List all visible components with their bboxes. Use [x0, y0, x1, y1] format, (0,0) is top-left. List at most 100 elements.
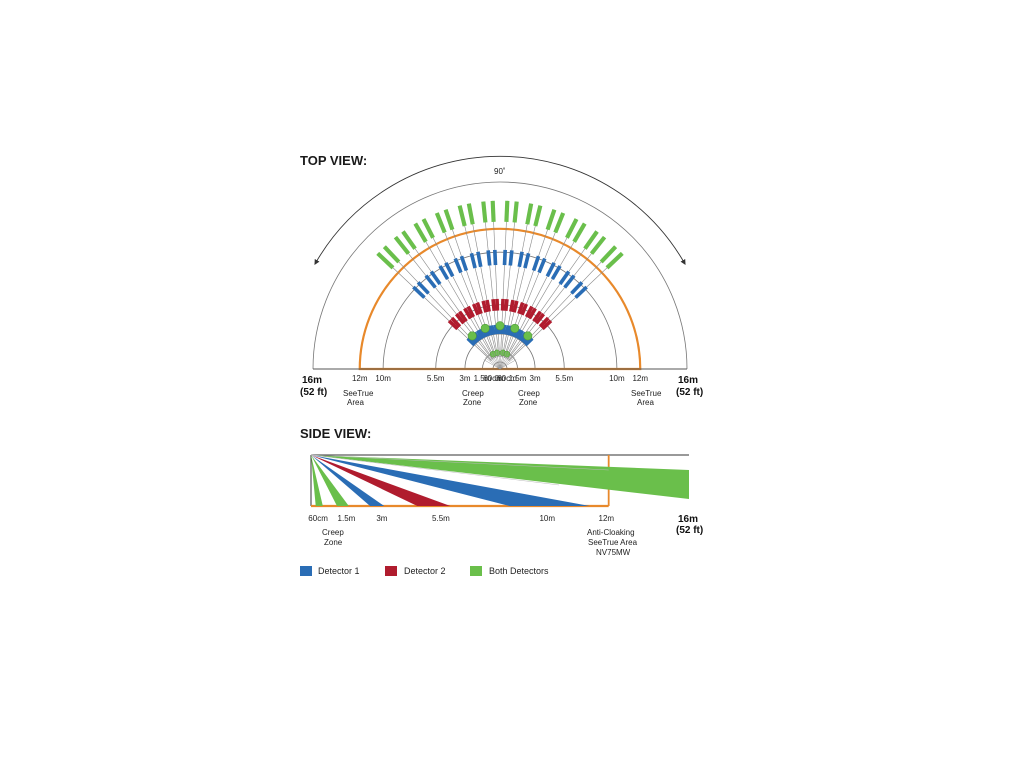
creep-left-line2: Zone [463, 398, 482, 407]
center-fan-line [499, 352, 509, 370]
edge-left-ft: (52 ft) [300, 387, 327, 398]
beam-detector-1-segment [558, 270, 571, 286]
beam-detector-2-segment [500, 298, 505, 311]
beam-detector-2-segment [454, 312, 466, 325]
beam-detector-2-segment [509, 299, 515, 312]
beam-detector-1-segment [429, 270, 442, 286]
side-tick-label: 5.5m [432, 514, 450, 523]
beam-both-segment [565, 218, 579, 239]
top-tick-label: 12m [352, 374, 368, 383]
side-tick-label: 1.5m [338, 514, 356, 523]
beam-fan [314, 155, 686, 370]
beam-detector-1-segment [493, 249, 498, 266]
beam-detector-1-segment [476, 329, 484, 340]
beam-detector-2-segment [503, 299, 509, 312]
beam-both-segment [382, 245, 401, 264]
legend: Detector 1 Detector 2 Both Detectors [300, 566, 549, 576]
side-beam-both-near [311, 455, 323, 506]
beam-detector-1-segment [570, 281, 584, 295]
center-fan-line [499, 351, 507, 370]
center-fan-line [483, 359, 501, 370]
beam-both-segment [512, 201, 519, 223]
top-tick-label: 5.5m [427, 374, 445, 383]
top-tick-label: 0m [494, 374, 505, 383]
legend-label-detector-1: Detector 1 [318, 566, 360, 576]
beam-detector-2-segment [447, 319, 459, 331]
side-guide-line [310, 454, 609, 471]
beam-both-segment [413, 222, 428, 243]
top-view-title: TOP VIEW: [300, 153, 367, 168]
side-tick-label: 12m [599, 514, 615, 523]
center-fan-line [499, 350, 502, 370]
beam-detector-1-segment [469, 252, 477, 269]
beam-detector-2-segment [471, 303, 480, 316]
anti-cloaking-line1: Anti-Cloaking [587, 528, 635, 537]
beam-detector-2-segment [475, 302, 483, 315]
beam-detector-2-segment [532, 310, 542, 323]
beam-both-segment [393, 235, 411, 255]
range-arc [382, 251, 618, 370]
beam-both-segment [599, 245, 618, 264]
legend-swatch-both [470, 566, 482, 576]
top-tick-label: 1.5m [509, 374, 527, 383]
beam-detector-2-segment [485, 299, 491, 312]
legend-swatch-detector-1 [300, 566, 312, 576]
creep-left-line1: Creep [462, 389, 484, 398]
beam-detector-2-segment [463, 307, 473, 320]
beam-detector-1-segment [444, 261, 455, 278]
angle-arrow [314, 155, 686, 265]
top-tick-label: 10m [609, 374, 625, 383]
side-beam-both-mid [311, 455, 349, 506]
top-tick-label: 3m [459, 374, 470, 383]
beam-detector-1-segment [563, 274, 576, 289]
range-arc [492, 361, 508, 370]
side-tick-label: 10m [539, 514, 555, 523]
beam-both-segment [466, 203, 475, 225]
beam-detector-1-segment [524, 337, 534, 347]
center-fan-line [485, 357, 501, 370]
creep-zone-dot [510, 323, 520, 333]
beam-detector-1-segment [412, 285, 426, 299]
beam-detector-1-segment [466, 337, 476, 347]
beam-both-segment [434, 212, 447, 234]
creep-right-line2: Zone [519, 398, 538, 407]
angle-label: 90˚ [494, 167, 506, 176]
anti-cloaking-line2: SeeTrue Area [588, 538, 638, 547]
beam-detector-2-segment [495, 298, 500, 311]
seetrue-left-line2: Area [347, 398, 364, 407]
creep-zone-dot [467, 331, 477, 341]
beam-detector-1-segment [424, 274, 437, 289]
side-tick-label: 3m [376, 514, 387, 523]
beam-both-segment [490, 200, 496, 222]
beam-detector-2-segment [520, 303, 529, 316]
edge-right-16m: 16m [678, 375, 698, 386]
side-tick-label: 60cm [308, 514, 328, 523]
beam-both-segment [572, 222, 587, 243]
creep-zone-dot [523, 331, 533, 341]
anti-cloaking-line3: NV75MW [596, 548, 631, 557]
beam-detector-2-segment [541, 319, 553, 331]
creep-right-line1: Creep [518, 389, 540, 398]
top-tick-label: 10m [375, 374, 391, 383]
seetrue-right-line1: SeeTrue [631, 389, 662, 398]
seetrue-area-boundary [358, 227, 642, 371]
top-tick-label: 5.5m [555, 374, 573, 383]
beam-detector-2-segment [458, 310, 468, 323]
beam-detector-2-segment [491, 299, 497, 312]
center-fan-line [498, 350, 501, 370]
range-arcs [312, 181, 688, 371]
beam-detector-2-segment [534, 312, 546, 325]
beam-detector-2-segment [512, 300, 519, 313]
beam-detector-2-segment [538, 316, 550, 328]
beam-detector-2-segment [481, 300, 488, 313]
range-arc [435, 304, 565, 370]
center-fan-line [499, 359, 517, 370]
beam-detector-1-segment [523, 252, 531, 269]
legend-label-both: Both Detectors [489, 566, 549, 576]
beam-both-segment [553, 212, 566, 234]
beam-both-segment [401, 230, 417, 250]
beam-detector-2-segment [524, 305, 534, 318]
center-fan-line [491, 352, 501, 370]
beam-detector-1-segment [438, 265, 450, 281]
